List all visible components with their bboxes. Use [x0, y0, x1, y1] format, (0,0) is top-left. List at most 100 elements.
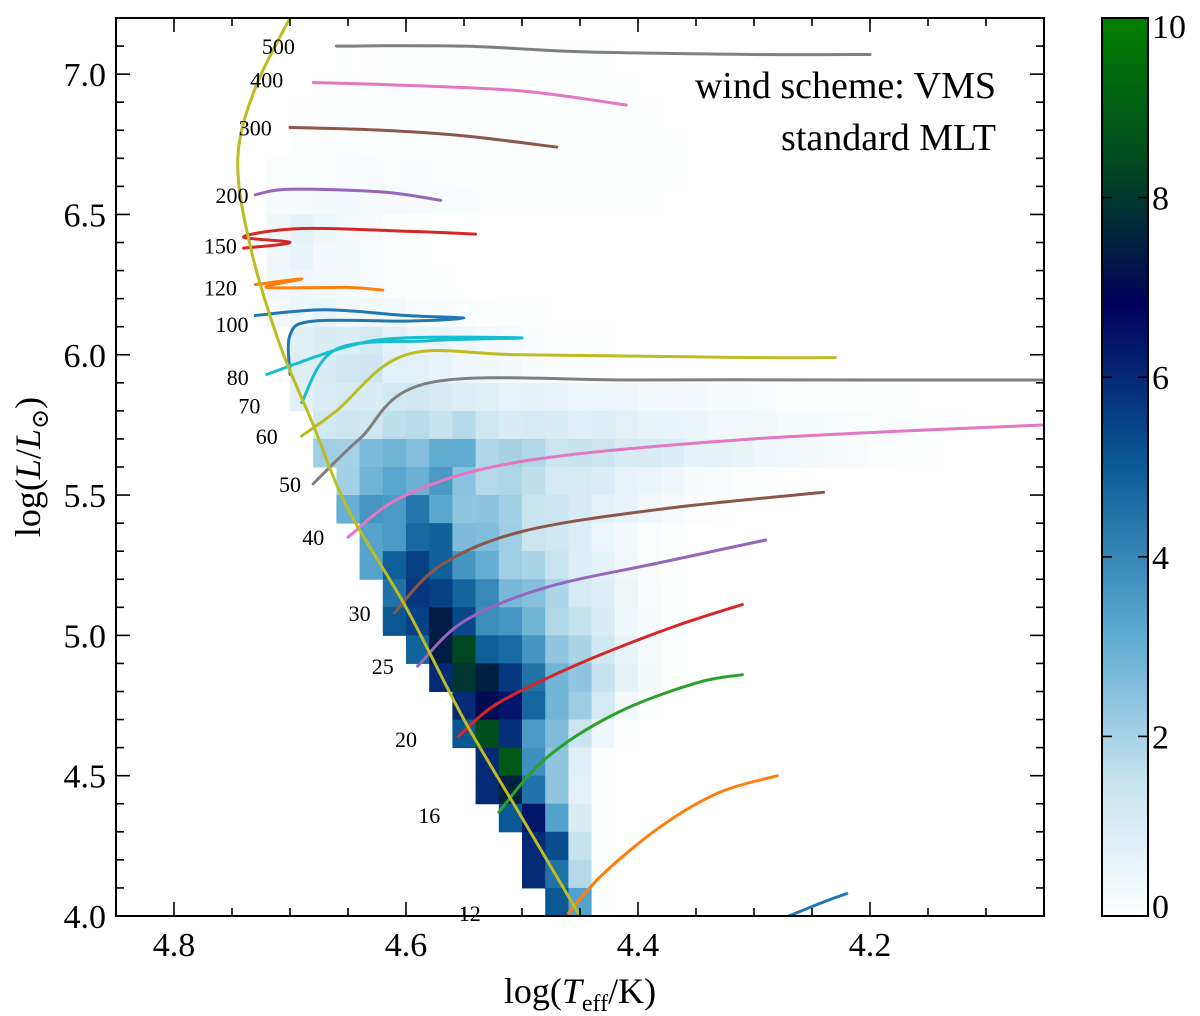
heatmap-cell	[498, 186, 523, 215]
heatmap-cell	[777, 382, 801, 412]
heatmap-cell	[707, 467, 732, 496]
heatmap-cell	[266, 158, 291, 187]
heatmap-cell	[568, 803, 593, 833]
heatmap-cell	[406, 186, 430, 215]
heatmap-cell	[568, 663, 593, 692]
heatmap-cell	[545, 831, 569, 861]
heatmap-cell	[359, 523, 384, 552]
heatmap-cell	[313, 326, 337, 356]
heatmap-cell	[638, 382, 662, 412]
heatmap-cell	[591, 747, 616, 777]
track-40-msun	[392, 490, 826, 615]
heatmap-cell	[545, 354, 569, 384]
heatmap-cell	[638, 158, 662, 187]
heatmap-cell	[336, 158, 361, 187]
heatmap-cell	[614, 467, 639, 496]
heatmap-cell	[336, 186, 361, 215]
heatmap-cell	[638, 635, 662, 664]
track-30-msun	[416, 538, 768, 668]
colorbar-ticks: 0 2 4 6 8 10	[1102, 9, 1186, 926]
heatmap-cell	[382, 242, 407, 272]
heatmap-cell	[545, 495, 569, 524]
heatmap-cell	[313, 158, 337, 187]
heatmap-cell	[406, 298, 430, 328]
track-100-msun	[253, 308, 466, 376]
heatmap-cell	[475, 607, 500, 636]
mass-label-500: 500	[262, 34, 295, 59]
heatmap-cell	[475, 354, 500, 384]
heatmap-cell	[638, 102, 662, 131]
heatmap-cell	[545, 438, 569, 468]
heatmap-cell	[614, 691, 639, 721]
heatmap-cell	[382, 74, 407, 103]
track-200-msun	[253, 187, 443, 202]
heatmap-cell	[475, 579, 500, 608]
heatmap-cell	[661, 382, 685, 412]
heatmap-cell	[498, 607, 523, 636]
heatmap-cell	[475, 495, 500, 524]
heatmap-cell	[429, 102, 453, 131]
heatmap-cell	[614, 579, 639, 608]
heatmap-cell	[406, 635, 430, 664]
heatmap-cell	[522, 74, 546, 103]
heatmap-cell	[498, 551, 523, 580]
heatmap-cell	[336, 354, 361, 384]
heatmap-cell	[591, 831, 616, 861]
heatmap-cell	[452, 102, 477, 131]
heatmap-cell	[800, 438, 825, 468]
heatmap-cell	[475, 551, 500, 580]
heatmap-cell	[382, 410, 407, 440]
heatmap-cell	[893, 382, 917, 412]
track-25-msun	[456, 603, 744, 738]
heatmap-cell	[870, 438, 894, 468]
heatmap-cell	[614, 719, 639, 749]
heatmap-cell	[406, 410, 430, 440]
heatmap-cell	[406, 46, 430, 75]
heatmap-cell	[336, 410, 361, 440]
heatmap-cell	[823, 410, 848, 440]
heatmap-cell	[846, 410, 871, 440]
heatmap-cell	[429, 74, 453, 103]
heatmap-cell	[568, 495, 593, 524]
heatmap-cell	[661, 635, 685, 664]
heatmap-cell	[498, 635, 523, 664]
heatmap-cell	[754, 467, 778, 496]
heatmap-cell	[661, 551, 685, 580]
heatmap-cell	[591, 607, 616, 636]
heatmap-cell	[429, 579, 453, 608]
mass-label-80: 80	[227, 365, 249, 390]
track-60-msun	[311, 376, 1044, 486]
heatmap-cell	[730, 382, 755, 412]
axis-ticks: 4.8 4.6 4.4 4.2 4.0 4.5 5.0 5.5 6.0 6.5 7.0	[64, 17, 1045, 964]
heatmap-cell	[545, 130, 569, 159]
heatmap-cell	[661, 130, 685, 159]
heatmap-cell	[359, 130, 384, 159]
heatmap-cell	[661, 467, 685, 496]
heatmap-cell	[382, 270, 407, 300]
heatmap-cell	[406, 242, 430, 272]
heatmap-cell	[661, 523, 685, 552]
heatmap-cell	[522, 410, 546, 440]
heatmap-cell	[498, 495, 523, 524]
heatmap-cell	[406, 438, 430, 468]
heatmap-cell	[452, 186, 477, 215]
heatmap-cell	[498, 719, 523, 749]
heatmap-cell	[661, 607, 685, 636]
heatmap-cell	[498, 74, 523, 103]
heatmap-cell	[266, 186, 291, 215]
heatmap-cell	[522, 495, 546, 524]
heatmap-cell	[290, 270, 314, 300]
heatmap-cell	[406, 214, 430, 243]
heatmap-cell	[568, 775, 593, 805]
heatmap-cell	[591, 775, 616, 805]
heatmap-cell	[359, 382, 384, 412]
heatmap-cell	[893, 438, 917, 468]
heatmap-cell	[498, 158, 523, 187]
heatmap-cell	[406, 551, 430, 580]
heatmap-cell	[475, 130, 500, 159]
heatmap-cell	[939, 410, 964, 440]
track-400-msun	[311, 81, 628, 107]
heatmap-cell	[475, 691, 500, 721]
heatmap-cell	[313, 382, 337, 412]
heatmap-cell	[498, 46, 523, 75]
